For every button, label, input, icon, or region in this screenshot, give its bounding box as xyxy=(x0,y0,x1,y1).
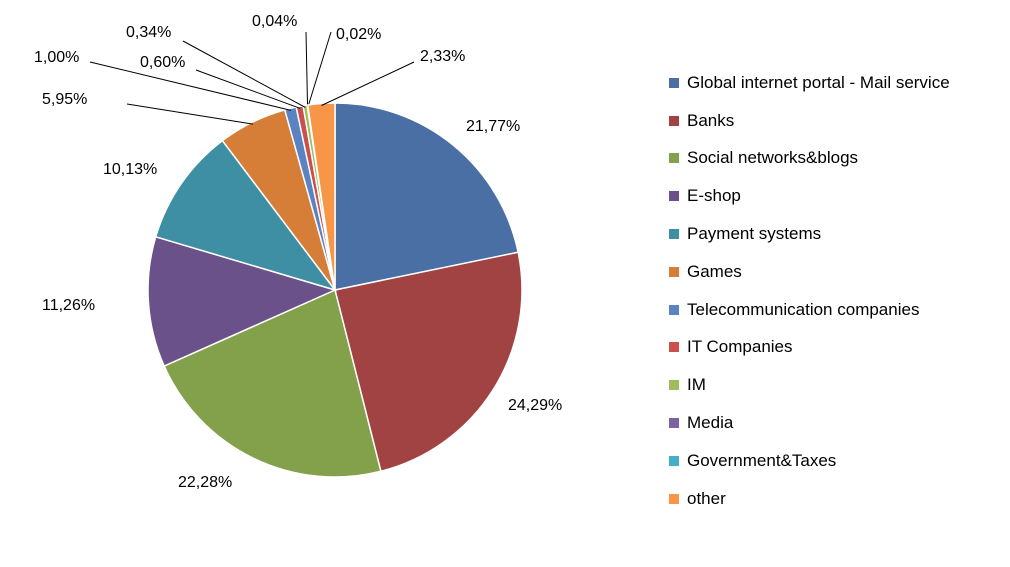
data-label: 2,33% xyxy=(420,48,465,65)
legend-label: other xyxy=(687,488,726,508)
legend-label: Payment systems xyxy=(687,224,822,244)
legend-swatch xyxy=(669,153,679,164)
data-label: 10,13% xyxy=(103,161,157,178)
chart-legend: Global internet portal - Mail service Ban… xyxy=(669,64,950,518)
legend-swatch xyxy=(669,115,679,126)
data-label: 0,02% xyxy=(336,26,381,43)
data-label: 11,26% xyxy=(42,297,95,314)
legend-item: Global internet portal - Mail service xyxy=(669,64,950,102)
legend-swatch xyxy=(669,493,679,504)
pie-slice-other xyxy=(306,102,336,291)
legend-swatch xyxy=(669,191,679,202)
leader-line xyxy=(305,31,309,108)
legend-item: E-shop xyxy=(669,177,950,215)
legend-label: E-shop xyxy=(687,186,741,206)
legend-item: Banks xyxy=(669,102,950,140)
legend-item: IM xyxy=(669,366,950,404)
legend-item: Payment systems xyxy=(669,215,950,253)
pie-slice-payment-systems xyxy=(154,139,337,292)
data-label: 22,28% xyxy=(178,474,232,491)
pie-slice-e-shop xyxy=(147,235,338,368)
data-label: 21,77% xyxy=(466,118,520,135)
legend-item: Social networks&blogs xyxy=(669,140,950,178)
legend-label: Media xyxy=(687,413,734,433)
pie-slice-social-networks-blogs xyxy=(163,288,382,478)
legend-item: Government&Taxes xyxy=(669,442,950,480)
leader-line xyxy=(89,61,292,111)
legend-label: Banks xyxy=(687,110,735,130)
pie-slice-global-internet-portal-mail-service xyxy=(334,102,520,291)
legend-label: IM xyxy=(687,375,706,395)
legend-swatch xyxy=(669,304,679,315)
legend-swatch xyxy=(669,418,679,429)
legend-label: Social networks&blogs xyxy=(687,148,859,168)
legend-label: IT Companies xyxy=(687,337,793,357)
legend-swatch xyxy=(669,380,679,391)
legend-item: Telecommunication companies xyxy=(669,291,950,329)
data-label: 0,04% xyxy=(252,13,297,30)
legend-swatch xyxy=(669,77,679,88)
legend-swatch xyxy=(669,229,679,240)
leader-line xyxy=(195,69,301,109)
legend-label: Telecommunication companies xyxy=(687,299,920,319)
leader-line xyxy=(182,40,306,108)
data-label: 1,00% xyxy=(34,49,79,66)
legend-label: Global internet portal - Mail service xyxy=(687,72,950,92)
legend-label: Government&Taxes xyxy=(687,450,837,470)
legend-swatch xyxy=(669,266,679,277)
data-label: 24,29% xyxy=(508,397,562,414)
leader-line xyxy=(307,31,332,108)
legend-swatch xyxy=(669,342,679,353)
legend-label: Games xyxy=(687,261,742,281)
data-label: 5,95% xyxy=(42,91,87,108)
legend-swatch xyxy=(669,455,679,466)
legend-item: Media xyxy=(669,404,950,442)
data-label: 0,60% xyxy=(140,54,185,71)
leader-line xyxy=(321,61,415,106)
legend-item: other xyxy=(669,480,950,518)
legend-item: IT Companies xyxy=(669,329,950,367)
data-label: 0,34% xyxy=(126,24,171,41)
leader-line xyxy=(126,103,254,125)
pie-slice-banks xyxy=(334,251,523,473)
legend-item: Games xyxy=(669,253,950,291)
